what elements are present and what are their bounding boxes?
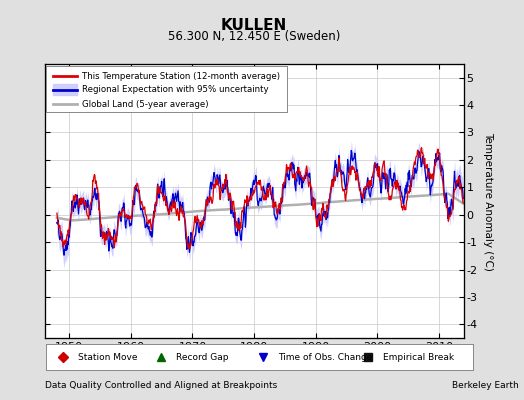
- Text: Regional Expectation with 95% uncertainty: Regional Expectation with 95% uncertaint…: [82, 86, 268, 94]
- Y-axis label: Temperature Anomaly (°C): Temperature Anomaly (°C): [483, 132, 493, 270]
- Text: This Temperature Station (12-month average): This Temperature Station (12-month avera…: [82, 72, 280, 81]
- Text: KULLEN: KULLEN: [221, 18, 287, 33]
- Text: Station Move: Station Move: [78, 352, 137, 362]
- Text: Time of Obs. Change: Time of Obs. Change: [278, 352, 373, 362]
- Text: Berkeley Earth: Berkeley Earth: [452, 381, 519, 390]
- Text: Data Quality Controlled and Aligned at Breakpoints: Data Quality Controlled and Aligned at B…: [45, 381, 277, 390]
- Text: 56.300 N, 12.450 E (Sweden): 56.300 N, 12.450 E (Sweden): [168, 30, 340, 43]
- Text: Global Land (5-year average): Global Land (5-year average): [82, 100, 208, 109]
- Text: Empirical Break: Empirical Break: [383, 352, 454, 362]
- Text: Record Gap: Record Gap: [176, 352, 228, 362]
